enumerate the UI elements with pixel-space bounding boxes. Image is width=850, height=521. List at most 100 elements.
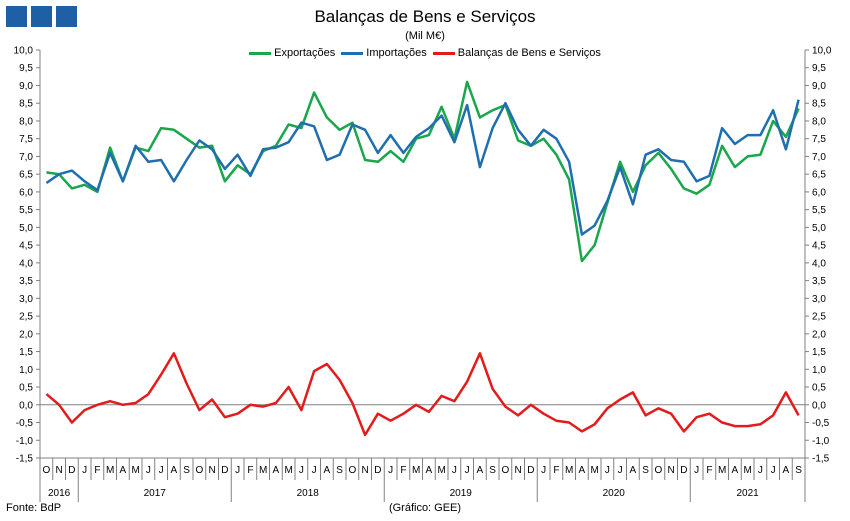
y-tick-label-left: 3,0 <box>19 294 33 305</box>
x-tick-label-month: M <box>565 465 573 476</box>
x-tick-label-month: M <box>106 465 114 476</box>
y-tick-label-right: 4,5 <box>812 241 826 252</box>
y-tick-label-right: 0,5 <box>812 383 826 394</box>
x-tick-label-month: F <box>553 465 559 476</box>
x-tick-label-month: N <box>56 465 63 476</box>
y-tick-label-right: 7,5 <box>812 134 826 145</box>
x-tick-label-month: J <box>694 465 699 476</box>
legend-item-exportacoes: Exportações <box>249 47 335 59</box>
legend-item-importacoes: Importações <box>341 47 427 59</box>
y-tick-label-left: -1,5 <box>16 454 34 465</box>
x-tick-label-month: S <box>642 465 649 476</box>
x-tick-label-month: O <box>42 465 50 476</box>
x-tick-label-month: A <box>171 465 178 476</box>
x-tick-label-month: N <box>209 465 216 476</box>
x-tick-label-month: J <box>312 465 317 476</box>
x-tick-label-month: J <box>618 465 623 476</box>
x-tick-label-month: J <box>235 465 240 476</box>
logo-square-2 <box>31 6 52 27</box>
y-tick-label-left: 8,0 <box>19 116 33 127</box>
y-tick-label-left: 6,0 <box>19 187 33 198</box>
footer-credit: (Gráfico: GEE) <box>388 502 462 514</box>
x-tick-label-month: F <box>400 465 406 476</box>
y-tick-label-left: 7,0 <box>19 152 33 163</box>
y-tick-label-left: 8,5 <box>19 99 33 110</box>
y-tick-label-left: 4,0 <box>19 258 33 269</box>
x-tick-label-month: D <box>374 465 381 476</box>
y-tick-label-left: 1,0 <box>19 365 33 376</box>
x-tick-label-month: O <box>348 465 356 476</box>
x-tick-label-month: J <box>452 465 457 476</box>
x-tick-label-month: O <box>654 465 662 476</box>
y-tick-label-left: 2,0 <box>19 329 33 340</box>
y-tick-label-left: 5,0 <box>19 223 33 234</box>
legend-swatch-balanca <box>432 51 455 55</box>
logo <box>6 6 77 27</box>
x-tick-label-month: M <box>437 465 445 476</box>
x-tick-label-month: A <box>630 465 637 476</box>
x-tick-label-month: M <box>131 465 139 476</box>
x-tick-label-month: M <box>718 465 726 476</box>
chart-legend: Exportações Importações Balanças de Bens… <box>0 47 850 59</box>
y-tick-label-left: 3,5 <box>19 276 33 287</box>
legend-swatch-exportacoes <box>249 51 272 55</box>
series-line-0 <box>46 80 800 263</box>
legend-label-importacoes: Importações <box>366 47 427 59</box>
legend-label-exportacoes: Exportações <box>274 47 336 59</box>
x-tick-label-month: S <box>489 465 496 476</box>
y-tick-label-right: 6,0 <box>812 187 826 198</box>
y-tick-label-left: 0,0 <box>19 400 33 411</box>
x-tick-label-month: O <box>195 465 203 476</box>
y-tick-label-right: -0,5 <box>812 418 830 429</box>
y-tick-label-right: 9,5 <box>812 63 826 74</box>
x-tick-label-month: A <box>732 465 739 476</box>
logo-square-1 <box>6 6 27 27</box>
x-tick-label-month: F <box>247 465 253 476</box>
x-tick-label-month: J <box>299 465 304 476</box>
y-tick-label-left: 7,5 <box>19 134 33 145</box>
x-tick-label-month: N <box>515 465 522 476</box>
x-tick-label-month: O <box>501 465 509 476</box>
x-tick-label-month: N <box>362 465 369 476</box>
x-tick-label-month: J <box>146 465 151 476</box>
y-tick-label-right: 0,0 <box>812 400 826 411</box>
x-tick-label-month: A <box>426 465 433 476</box>
y-tick-label-right: 2,0 <box>812 329 826 340</box>
y-tick-label-left: 9,0 <box>19 81 33 92</box>
x-tick-label-month: F <box>94 465 100 476</box>
x-tick-label-month: J <box>388 465 393 476</box>
x-tick-label-month: A <box>477 465 484 476</box>
y-tick-label-left: 9,5 <box>19 63 33 74</box>
y-tick-label-right: 7,0 <box>812 152 826 163</box>
chart-subtitle: (Mil M€) <box>405 30 445 42</box>
x-tick-label-month: M <box>259 465 267 476</box>
x-tick-label-year: 2021 <box>737 488 760 499</box>
x-tick-label-month: A <box>120 465 127 476</box>
legend-swatch-importacoes <box>341 51 364 55</box>
x-tick-label-year: 2020 <box>603 488 626 499</box>
x-tick-label-month: D <box>527 465 534 476</box>
series-line-2 <box>45 352 800 437</box>
x-tick-label-month: A <box>579 465 586 476</box>
y-tick-label-left: 1,5 <box>19 347 33 358</box>
x-tick-label-month: F <box>706 465 712 476</box>
x-tick-label-month: A <box>783 465 790 476</box>
y-tick-label-left: 2,5 <box>19 312 33 323</box>
x-tick-label-month: M <box>743 465 751 476</box>
x-tick-label-month: J <box>541 465 546 476</box>
y-tick-label-left: -0,5 <box>16 418 34 429</box>
y-tick-label-right: 9,0 <box>812 81 826 92</box>
x-tick-label-year: 2016 <box>48 488 71 499</box>
logo-square-3 <box>56 6 77 27</box>
x-tick-label-month: J <box>605 465 610 476</box>
x-tick-label-month: D <box>680 465 687 476</box>
x-tick-label-month: S <box>795 465 802 476</box>
x-tick-label-month: D <box>221 465 228 476</box>
y-tick-label-right: 1,5 <box>812 347 826 358</box>
chart-title: Balanças de Bens e Serviços <box>314 7 536 26</box>
y-tick-label-left: -1,0 <box>16 436 34 447</box>
y-tick-label-right: 1,0 <box>812 365 826 376</box>
y-tick-label-right: -1,0 <box>812 436 830 447</box>
y-tick-label-left: 6,5 <box>19 170 33 181</box>
y-tick-label-right: -1,5 <box>812 454 830 465</box>
